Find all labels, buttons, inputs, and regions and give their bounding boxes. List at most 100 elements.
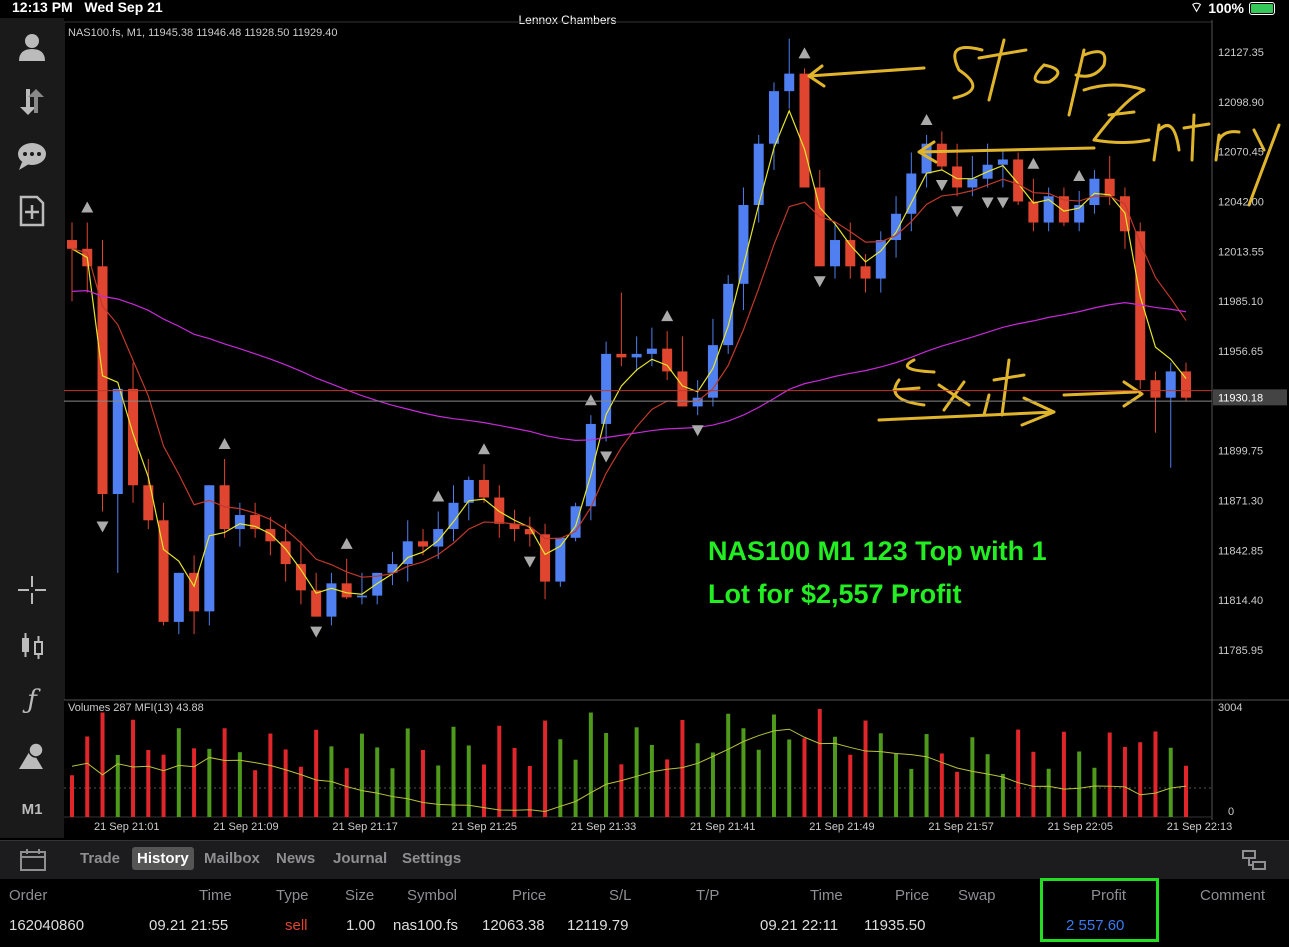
candle [417, 541, 428, 547]
candle [875, 240, 886, 279]
volume-bar [1061, 731, 1066, 817]
candle [189, 572, 200, 612]
candle [723, 283, 734, 346]
exit-arrow [877, 380, 1144, 427]
time-tick-label: 21 Sep 21:57 [928, 821, 993, 833]
price-chart[interactable]: 12127.35 12098.90 12070.45 12042.00 12013.55… [63, 20, 1289, 838]
price-tick-label: 11814.40 [1218, 595, 1263, 607]
crosshair-icon[interactable] [16, 574, 48, 606]
volume-bar [70, 775, 74, 817]
cell-symbol: nas100.fs [393, 917, 459, 934]
candle [494, 497, 505, 524]
candle [936, 143, 947, 167]
battery-icon [1249, 1, 1275, 15]
cell-size: 1.00 [346, 917, 376, 934]
candle [250, 515, 261, 530]
volume-bar [131, 719, 136, 817]
new-document-icon[interactable] [16, 195, 48, 227]
volume-bar [680, 720, 685, 817]
volume-min-label: 0 [1228, 806, 1234, 818]
volume-bar [695, 743, 700, 817]
account-icon[interactable] [16, 30, 48, 62]
sell-arrow [996, 197, 1009, 209]
candle [570, 506, 581, 538]
volume-bar [207, 748, 212, 817]
indicators-icon[interactable]: ƒ [27, 685, 37, 715]
time-tick-label: 21 Sep 22:05 [1048, 821, 1113, 833]
volume-bar [268, 733, 273, 817]
candle [1028, 201, 1039, 223]
trade-arrows-icon[interactable] [16, 85, 48, 117]
candle [204, 485, 215, 612]
tab-history[interactable]: History [132, 847, 194, 870]
layout-icon[interactable] [1241, 849, 1267, 871]
chat-icon[interactable] [16, 140, 48, 172]
col-type: Type [276, 887, 309, 904]
candle [433, 529, 444, 547]
volume-label: Volumes 287 MFI(13) 43.88 [68, 702, 204, 714]
candle [341, 583, 352, 598]
volume-bar [283, 749, 288, 817]
time-tick-label: 21 Sep 21:09 [213, 821, 278, 833]
price-tick-label: 12013.55 [1218, 246, 1264, 258]
volume-bar [344, 768, 349, 817]
candle [646, 348, 657, 354]
volume-bar [726, 713, 731, 817]
chart-header: NAS100.fs, M1, 11945.38 11946.48 11928.5… [68, 27, 338, 39]
tab-settings[interactable]: Settings [402, 850, 462, 867]
buy-arrow [1027, 157, 1040, 169]
volume-panel: 3004 0 [64, 699, 1289, 818]
price-axis: 12127.35 12098.90 12070.45 12042.00 12013.55… [64, 20, 1287, 833]
candle [707, 345, 718, 398]
volume-bar [146, 750, 151, 817]
candle [1089, 178, 1100, 206]
candle [830, 240, 841, 267]
chart-type-icon[interactable] [16, 630, 48, 662]
volume-bar [588, 712, 593, 817]
volume-bar [527, 765, 532, 817]
volume-bar [1092, 767, 1097, 817]
candle [768, 91, 779, 144]
volume-bar [1000, 773, 1005, 817]
moving-averages [71, 109, 1187, 595]
volume-bar [756, 749, 761, 817]
volume-bar [176, 728, 181, 817]
candle [128, 388, 139, 486]
tab-journal[interactable]: Journal [333, 850, 388, 867]
volume-bar [222, 728, 227, 817]
bottom-tab-bar: Trade History Mailbox News Journal Setti… [0, 840, 1289, 879]
volume-bar [1016, 729, 1021, 817]
candle [799, 73, 810, 188]
calendar-icon[interactable] [20, 849, 46, 871]
volume-bar [253, 770, 258, 817]
col-swap: Swap [958, 887, 996, 904]
candle [265, 529, 276, 542]
tab-mailbox[interactable]: Mailbox [204, 850, 260, 867]
volume-bar [436, 765, 441, 817]
time-tick-label: 21 Sep 21:25 [452, 821, 517, 833]
volume-bar [161, 754, 166, 817]
volume-bar [741, 728, 746, 817]
volume-bar [649, 744, 654, 817]
annotation-line-2: Lot for $2,557 Profit [708, 579, 962, 609]
volume-bar [512, 747, 517, 817]
chart-area[interactable]: 12127.35 12098.90 12070.45 12042.00 12013.55… [63, 20, 1289, 838]
timeframe-m1[interactable]: M1 [21, 801, 43, 818]
volume-bar [894, 753, 899, 817]
tab-news[interactable]: News [276, 850, 316, 867]
candle [234, 515, 245, 530]
sell-arrow [310, 626, 323, 638]
candles-group [63, 21, 1213, 701]
candle [997, 159, 1008, 165]
objects-icon[interactable] [16, 740, 48, 772]
table-row[interactable]: 162040860 09.21 21:55 sell 1.00 nas100.f… [0, 917, 1289, 941]
sell-arrow [691, 425, 704, 437]
price-tick-label: 11956.65 [1218, 346, 1263, 358]
volume-bar [420, 749, 425, 817]
buy-arrow [798, 47, 811, 59]
tab-trade[interactable]: Trade [80, 850, 121, 867]
sell-arrow [523, 556, 536, 568]
volume-bar [558, 739, 563, 817]
candle [1104, 178, 1115, 197]
price-tick-label: 11842.85 [1218, 545, 1263, 557]
